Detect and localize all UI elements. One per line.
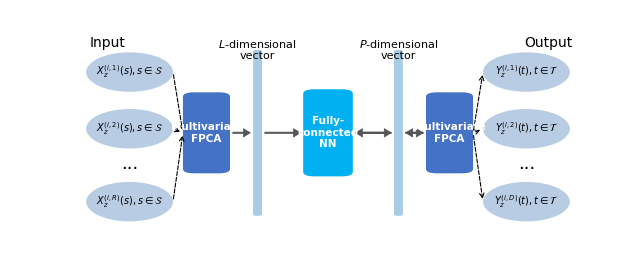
- Ellipse shape: [86, 109, 173, 149]
- FancyBboxPatch shape: [394, 50, 403, 216]
- Ellipse shape: [86, 182, 173, 221]
- Ellipse shape: [86, 52, 173, 92]
- Ellipse shape: [483, 109, 570, 149]
- Text: Multivariate
FPCA: Multivariate FPCA: [413, 122, 486, 144]
- Text: Input: Input: [90, 36, 125, 50]
- FancyArrowPatch shape: [356, 129, 391, 137]
- Text: Multivariate
FPCA: Multivariate FPCA: [170, 122, 243, 144]
- Ellipse shape: [483, 52, 570, 92]
- FancyArrowPatch shape: [356, 129, 391, 137]
- FancyArrowPatch shape: [406, 129, 423, 137]
- Text: $X_z^{(i,R)}(s), s \in \mathcal{S}$: $X_z^{(i,R)}(s), s \in \mathcal{S}$: [96, 193, 163, 210]
- Text: ...: ...: [518, 155, 535, 173]
- FancyBboxPatch shape: [253, 50, 262, 216]
- FancyArrowPatch shape: [406, 129, 423, 137]
- FancyBboxPatch shape: [183, 92, 230, 173]
- FancyArrowPatch shape: [265, 129, 300, 137]
- Text: Output: Output: [525, 36, 573, 50]
- Text: $\it{L}$-dimensional
vector: $\it{L}$-dimensional vector: [218, 38, 297, 61]
- Text: $Y_z^{(i,2)}(t), t \in \mathcal{T}$: $Y_z^{(i,2)}(t), t \in \mathcal{T}$: [495, 120, 558, 137]
- Text: Fully-
connected
NN: Fully- connected NN: [298, 116, 358, 149]
- FancyBboxPatch shape: [303, 89, 353, 176]
- FancyBboxPatch shape: [426, 92, 473, 173]
- Text: $\it{P}$-dimensional
vector: $\it{P}$-dimensional vector: [359, 38, 438, 61]
- FancyArrowPatch shape: [233, 129, 250, 137]
- Text: $Y_z^{(i,1)}(t), t \in \mathcal{T}$: $Y_z^{(i,1)}(t), t \in \mathcal{T}$: [495, 64, 558, 80]
- Text: $Y_z^{(i,D)}(t), t \in \mathcal{T}$: $Y_z^{(i,D)}(t), t \in \mathcal{T}$: [494, 193, 559, 210]
- Text: $X_z^{(i,1)}(s), s \in \mathcal{S}$: $X_z^{(i,1)}(s), s \in \mathcal{S}$: [96, 64, 163, 80]
- Text: $X_z^{(i,2)}(s), s \in \mathcal{S}$: $X_z^{(i,2)}(s), s \in \mathcal{S}$: [96, 120, 163, 137]
- Ellipse shape: [483, 182, 570, 221]
- Text: ...: ...: [121, 155, 138, 173]
